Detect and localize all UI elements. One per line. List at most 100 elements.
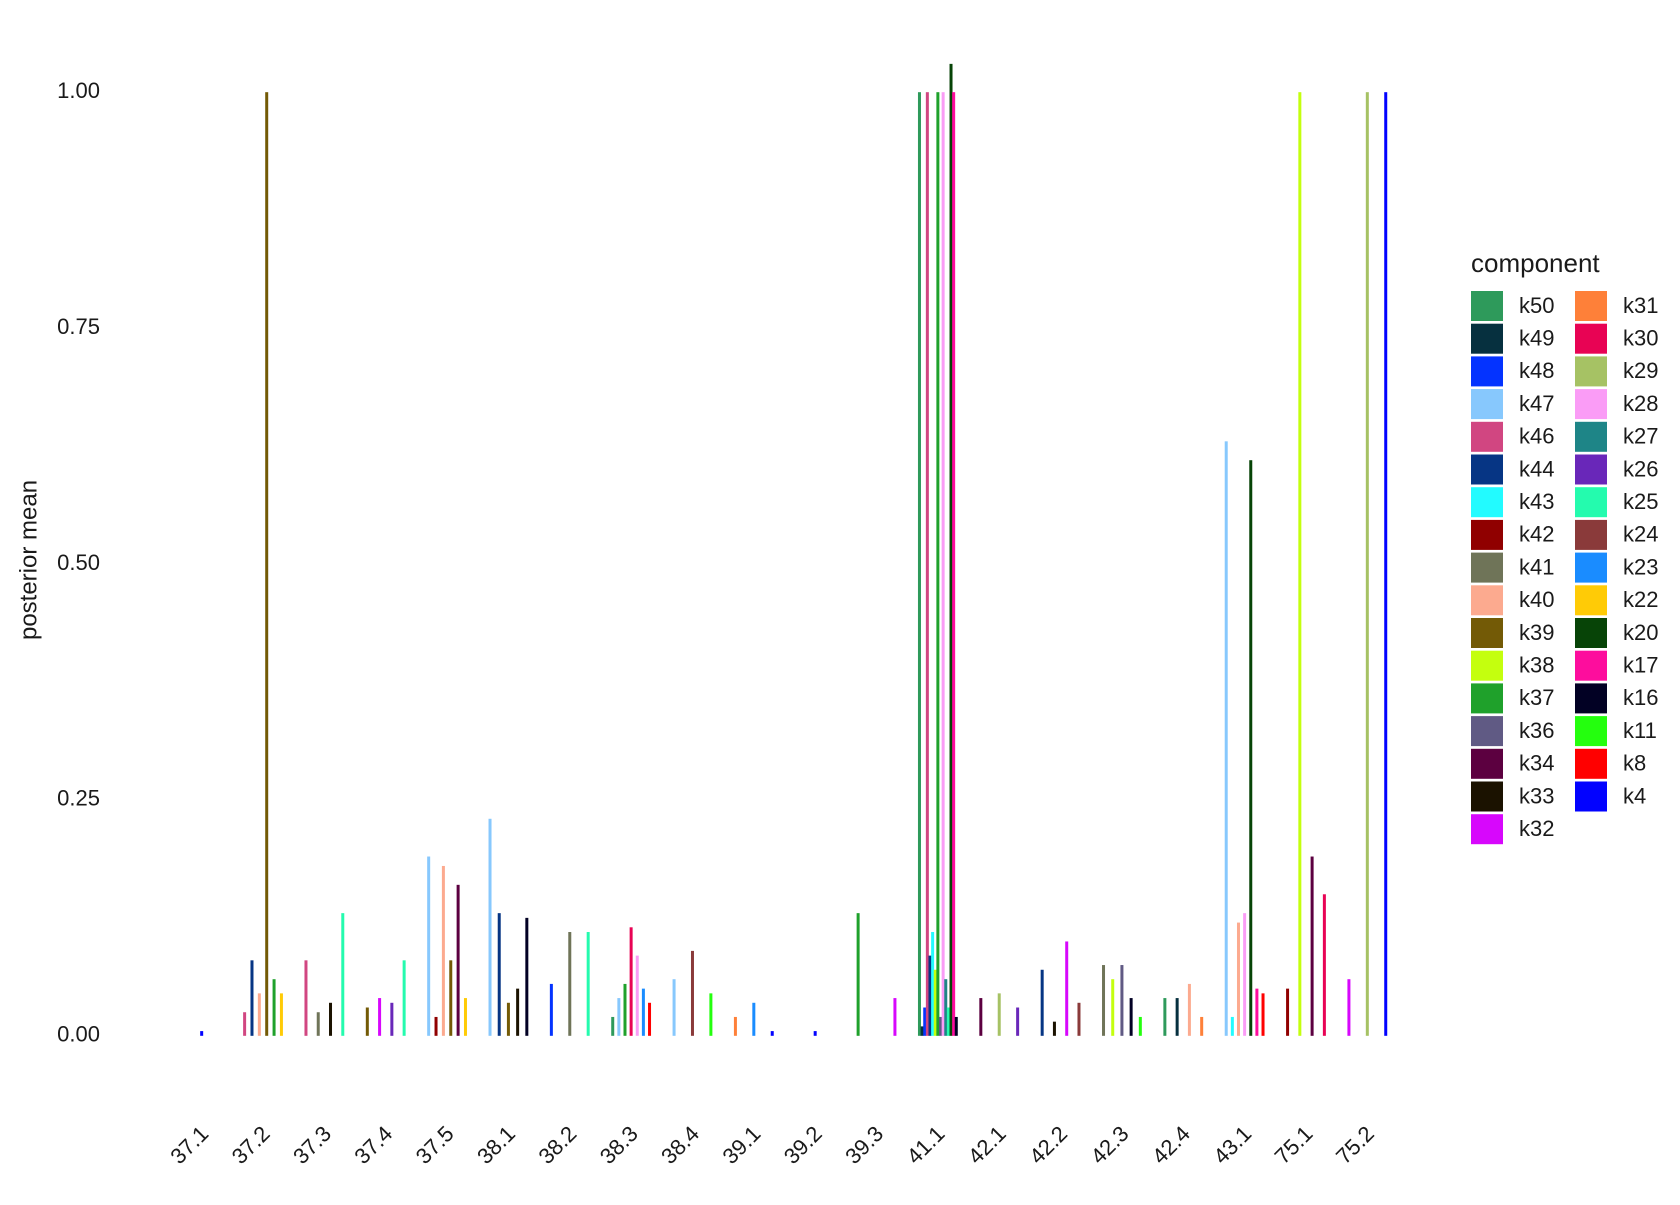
legend-swatch — [1575, 487, 1607, 518]
bar — [265, 92, 269, 1036]
bar — [456, 884, 460, 1036]
bar — [925, 92, 929, 1036]
legend-swatch — [1471, 291, 1503, 321]
x-tick-label: 38.1 — [472, 1121, 520, 1169]
bar — [497, 913, 501, 1036]
bar — [257, 993, 261, 1036]
bar — [1200, 1016, 1204, 1036]
bar — [635, 955, 639, 1036]
bar — [1365, 92, 1369, 1036]
bar — [1016, 1007, 1020, 1036]
legend-title: component — [1471, 248, 1600, 278]
x-tick-label: 42.3 — [1086, 1121, 1134, 1169]
bar — [936, 92, 940, 1036]
bar — [525, 917, 529, 1036]
legend-label: k42 — [1519, 522, 1554, 547]
legend-swatch — [1575, 421, 1607, 452]
legend-label: k43 — [1519, 489, 1554, 514]
legend-swatch — [1471, 454, 1503, 485]
bar — [641, 988, 645, 1036]
x-tick-label: 38.2 — [533, 1121, 581, 1169]
legend-label: k47 — [1519, 391, 1554, 416]
legend-swatch — [1575, 585, 1607, 616]
bar — [629, 927, 633, 1036]
y-tick-label: 0.75 — [57, 314, 100, 339]
x-tick-label: 42.1 — [963, 1121, 1011, 1169]
bar — [1255, 988, 1259, 1036]
bar — [617, 998, 621, 1036]
legend-label: k31 — [1623, 293, 1658, 318]
bar — [341, 913, 345, 1036]
bar — [1310, 856, 1314, 1036]
bar — [549, 983, 553, 1036]
y-tick-label: 1.00 — [57, 78, 100, 103]
legend-label: k16 — [1623, 685, 1658, 710]
legend-label: k33 — [1519, 783, 1554, 808]
bar — [952, 92, 956, 1036]
bar — [954, 1016, 958, 1036]
legend-label: k30 — [1623, 326, 1658, 351]
x-tick-label: 41.1 — [902, 1121, 950, 1169]
legend-swatch — [1575, 356, 1607, 387]
bar — [1230, 1016, 1234, 1036]
legend-swatch — [1575, 650, 1607, 681]
bar — [893, 998, 897, 1036]
bar — [1236, 922, 1240, 1036]
legend-label: k23 — [1623, 554, 1658, 579]
y-axis-label: posterior mean — [15, 480, 42, 640]
y-tick-label: 0.00 — [57, 1022, 100, 1047]
legend-label: k49 — [1519, 326, 1554, 351]
legend-swatch — [1575, 454, 1607, 485]
legend-swatch — [1471, 748, 1503, 779]
bar — [931, 932, 935, 1036]
legend-label: k29 — [1623, 358, 1658, 383]
bar — [402, 960, 406, 1036]
bar — [243, 1012, 247, 1036]
x-tick-label: 37.5 — [411, 1121, 459, 1169]
x-tick-label: 42.2 — [1024, 1121, 1072, 1169]
bar — [1077, 1002, 1081, 1036]
legend-label: k24 — [1623, 522, 1658, 547]
bar — [449, 960, 453, 1036]
legend-swatch — [1575, 716, 1607, 747]
bar — [1175, 998, 1179, 1036]
legend-label: k25 — [1623, 489, 1658, 514]
bar — [623, 983, 627, 1036]
x-tick-label: 75.1 — [1270, 1121, 1318, 1169]
bar — [488, 818, 492, 1036]
bar — [733, 1016, 737, 1036]
x-tick-label: 39.1 — [718, 1121, 766, 1169]
legend-swatch — [1471, 356, 1503, 387]
legend-swatch — [1575, 323, 1607, 354]
x-tick-label: 43.1 — [1208, 1121, 1256, 1169]
bar — [949, 63, 953, 1036]
bar — [329, 1002, 333, 1036]
bar — [1065, 941, 1069, 1036]
legend-swatch — [1471, 585, 1503, 616]
x-tick-label: 42.4 — [1147, 1121, 1195, 1169]
x-tick-label: 38.4 — [656, 1121, 704, 1169]
bar — [441, 865, 445, 1036]
legend-swatch — [1471, 650, 1503, 681]
legend-swatch — [1575, 552, 1607, 583]
bar — [920, 1026, 924, 1036]
x-tick-label: 39.2 — [779, 1121, 827, 1169]
y-tick-label: 0.50 — [57, 550, 100, 575]
legend-label: k39 — [1519, 620, 1554, 645]
bar — [506, 1002, 510, 1036]
bar — [709, 993, 713, 1036]
legend-label: k8 — [1623, 751, 1646, 776]
bar — [250, 960, 254, 1036]
bar — [1163, 998, 1167, 1036]
legend-label: k37 — [1519, 685, 1554, 710]
bar — [1286, 988, 1290, 1036]
bar — [1243, 913, 1247, 1036]
bar — [304, 960, 308, 1036]
x-tick-label: 37.4 — [349, 1121, 397, 1169]
legend-swatch — [1471, 519, 1503, 550]
bar — [770, 1031, 774, 1036]
legend-swatch — [1575, 519, 1607, 550]
legend-label: k36 — [1519, 718, 1554, 743]
bar — [1102, 965, 1106, 1036]
